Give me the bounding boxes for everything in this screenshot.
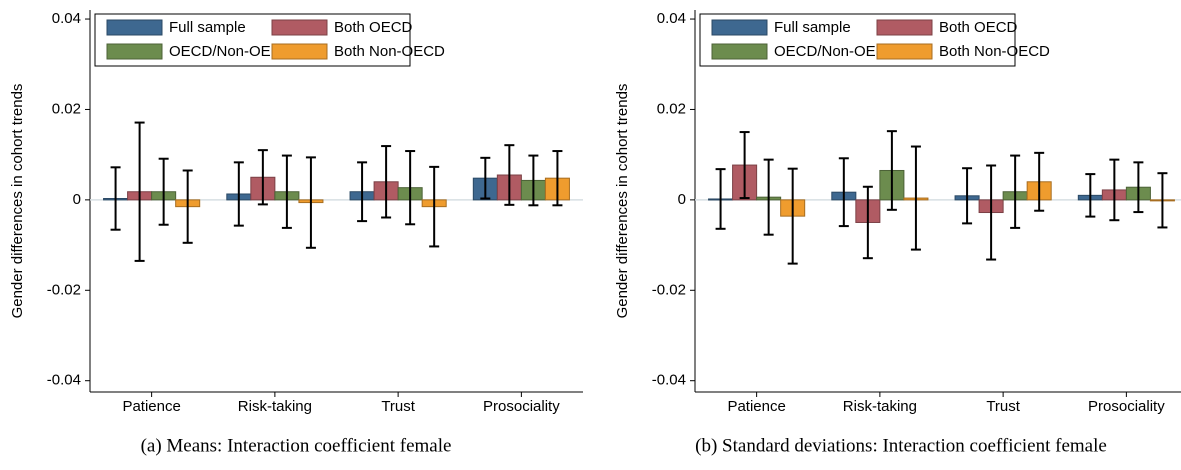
error-bar	[528, 154, 539, 207]
legend-swatch	[271, 43, 328, 60]
legend-label: OECD/Non-OECD	[774, 43, 898, 60]
error-bar	[552, 150, 563, 207]
y-tick-label: -0.02	[652, 281, 686, 298]
y-tick-label: 0.04	[52, 10, 81, 27]
x-tick-label: Risk-taking	[238, 398, 312, 415]
x-tick-label: Prosociality	[1088, 398, 1165, 415]
error-bar	[1157, 172, 1168, 229]
legend-label: OECD/Non-OECD	[169, 43, 293, 60]
error-bar	[1109, 158, 1120, 222]
legend: Full sample Both OECD OECD/Non-OECD Both No…	[94, 13, 445, 67]
legend: Full sample Both OECD OECD/Non-OECD Both No…	[699, 13, 1050, 67]
error-bar	[480, 156, 491, 200]
legend-swatch	[271, 19, 328, 36]
legend-swatch	[876, 43, 933, 60]
error-bar	[763, 158, 774, 236]
y-tick-label: 0	[73, 191, 81, 208]
error-bar	[257, 149, 268, 206]
error-bar	[787, 167, 798, 265]
error-bar	[1133, 161, 1144, 214]
legend-label: Both OECD	[939, 19, 1018, 36]
y-axis-label: Gender differences in cohort trends	[614, 84, 631, 319]
error-bar	[110, 166, 121, 231]
error-bar	[838, 157, 849, 228]
error-bar	[158, 157, 169, 226]
legend-label: Full sample	[169, 19, 246, 36]
y-tick-label: 0	[678, 191, 686, 208]
y-tick-label: 0.04	[657, 10, 686, 27]
x-tick-label: Patience	[727, 398, 785, 415]
y-tick-label: 0.02	[52, 100, 81, 117]
legend-swatch	[876, 19, 933, 36]
error-bar	[1034, 151, 1045, 212]
error-bar	[281, 154, 292, 229]
error-bar	[739, 131, 750, 200]
x-tick-label: Trust	[381, 398, 415, 415]
error-bar	[134, 121, 145, 262]
y-tick-label: -0.04	[47, 372, 81, 389]
x-tick-label: Prosociality	[483, 398, 560, 415]
legend-swatch	[711, 43, 768, 60]
error-bar	[429, 165, 440, 248]
y-tick-label: 0.02	[657, 100, 686, 117]
error-bar	[715, 168, 726, 230]
error-bar	[405, 150, 416, 226]
x-tick-label: Trust	[986, 398, 1020, 415]
legend-swatch	[106, 19, 163, 36]
error-bar	[233, 161, 244, 227]
caption: (b) Standard deviations: Interaction coe…	[695, 435, 1107, 456]
legend-label: Both Non-OECD	[939, 43, 1050, 60]
chart-panel: -0.04 -0.02 0 0.02 0.04 Gender differences in…	[614, 10, 1181, 456]
error-bar	[1010, 154, 1021, 229]
error-bar	[182, 169, 193, 244]
error-bar	[357, 161, 368, 223]
legend-label: Both Non-OECD	[334, 43, 445, 60]
legend-swatch	[106, 43, 163, 60]
y-tick-label: -0.02	[47, 281, 81, 298]
x-tick-label: Patience	[122, 398, 180, 415]
error-bar	[962, 167, 973, 225]
error-bar	[886, 130, 897, 211]
error-bar	[504, 144, 515, 206]
error-bar	[910, 145, 921, 251]
error-bar	[381, 145, 392, 219]
error-bar	[1085, 173, 1096, 218]
caption: (a) Means: Interaction coefficient femal…	[141, 435, 452, 456]
legend-label: Full sample	[774, 19, 851, 36]
error-bar	[305, 156, 316, 249]
legend-swatch	[711, 19, 768, 36]
error-bar	[986, 164, 997, 261]
y-tick-label: -0.04	[652, 372, 686, 389]
legend-label: Both OECD	[334, 19, 413, 36]
chart-panel: -0.04 -0.02 0 0.02 0.04 Gender differences in…	[9, 10, 583, 456]
error-bar	[862, 185, 873, 260]
y-axis-label: Gender differences in cohort trends	[9, 84, 26, 319]
x-tick-label: Risk-taking	[843, 398, 917, 415]
